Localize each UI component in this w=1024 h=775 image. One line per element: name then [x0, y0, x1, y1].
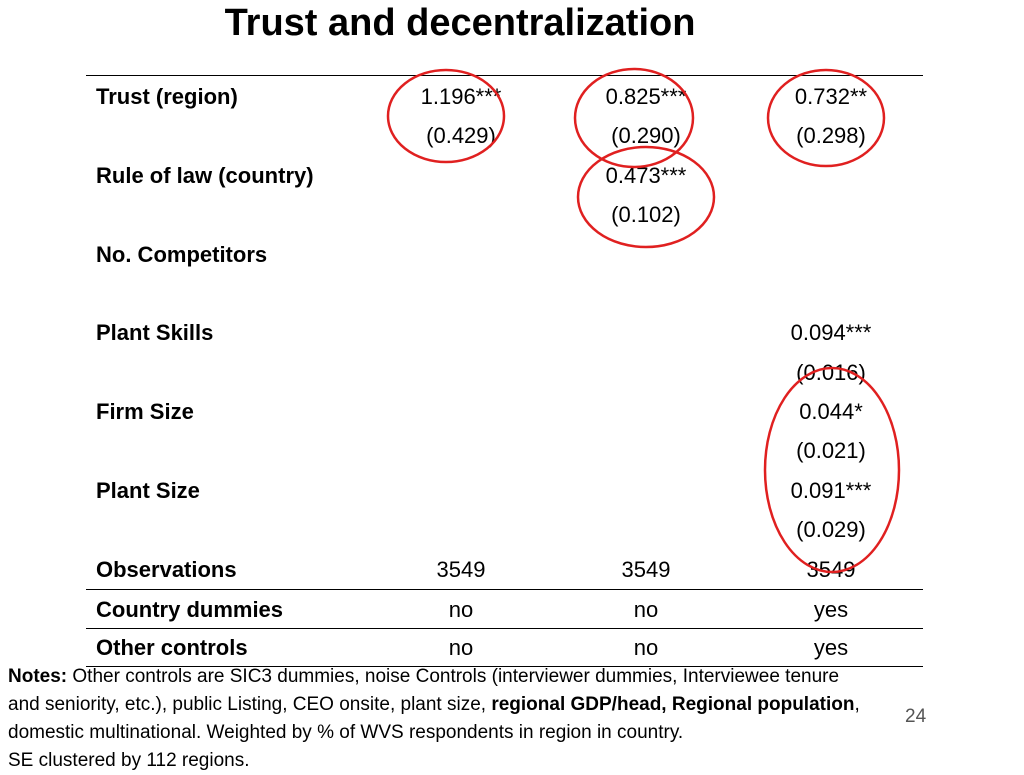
trust-se-col2: (0.290)	[611, 123, 681, 148]
trust-se-col3: (0.298)	[796, 123, 866, 148]
firm-size-coef-col3: 0.044*	[799, 399, 863, 424]
page-number: 24	[905, 706, 927, 727]
plant-size-se-col3: (0.029)	[796, 517, 866, 542]
notes-line-4: SE clustered by 112 regions.	[8, 750, 250, 771]
notes-line-2-start: and seniority, etc.), public Listing, CE…	[8, 694, 492, 715]
other-controls-col1: no	[448, 635, 474, 660]
other-controls-col2: no	[633, 635, 659, 660]
notes-line-2-end: ,	[854, 694, 860, 715]
firm-size-se-col3: (0.021)	[796, 438, 866, 463]
notes-line-2-bold: regional GDP/head, Regional population	[491, 694, 855, 715]
notes-line-1: Notes: Other controls are SIC3 dummies, …	[8, 663, 1024, 691]
trust-coef-col1: 1.196***	[420, 84, 502, 109]
row-label-observations: Observations	[96, 557, 237, 582]
rule-of-law-coef-col2: 0.473***	[605, 163, 687, 188]
trust-se-col1: (0.429)	[426, 123, 496, 148]
table-rule-observations	[86, 589, 923, 590]
observations-col1: 3549	[436, 557, 486, 582]
notes-line-2: and seniority, etc.), public Listing, CE…	[8, 691, 1024, 719]
table-top-rule	[86, 75, 923, 76]
observations-col3: 3549	[806, 557, 856, 582]
rule-of-law-se-col2: (0.102)	[611, 202, 681, 227]
row-label-rule-of-law: Rule of law (country)	[96, 163, 314, 188]
plant-skills-coef-col3: 0.094***	[790, 320, 872, 345]
observations-col2: 3549	[621, 557, 671, 582]
row-label-firm-size: Firm Size	[96, 399, 194, 424]
notes-line-3: domestic multinational. Weighted by % of…	[8, 722, 684, 743]
country-dummies-col2: no	[633, 597, 659, 622]
row-label-other-controls: Other controls	[96, 635, 248, 660]
row-label-plant-skills: Plant Skills	[96, 320, 214, 345]
other-controls-col3: yes	[813, 635, 849, 660]
slide-title: Trust and decentralization	[224, 2, 696, 44]
notes-block: Notes: Other controls are SIC3 dummies, …	[8, 663, 1024, 775]
trust-coef-col2: 0.825***	[605, 84, 687, 109]
country-dummies-col3: yes	[813, 597, 849, 622]
plant-skills-se-col3: (0.016)	[796, 360, 866, 385]
row-label-competitors: No. Competitors	[96, 242, 268, 267]
row-label-trust: Trust (region)	[96, 84, 238, 109]
plant-size-coef-col3: 0.091***	[790, 478, 872, 503]
row-label-plant-size: Plant Size	[96, 478, 200, 503]
trust-coef-col3: 0.732**	[794, 84, 868, 109]
table-bottom-rule	[86, 666, 923, 667]
country-dummies-col1: no	[448, 597, 474, 622]
notes-lead: Notes:	[8, 666, 68, 687]
row-label-country-dummies: Country dummies	[96, 597, 284, 622]
table-rule-country-dummies	[86, 628, 923, 629]
notes-line-1-text: Other controls are SIC3 dummies, noise C…	[67, 666, 840, 687]
